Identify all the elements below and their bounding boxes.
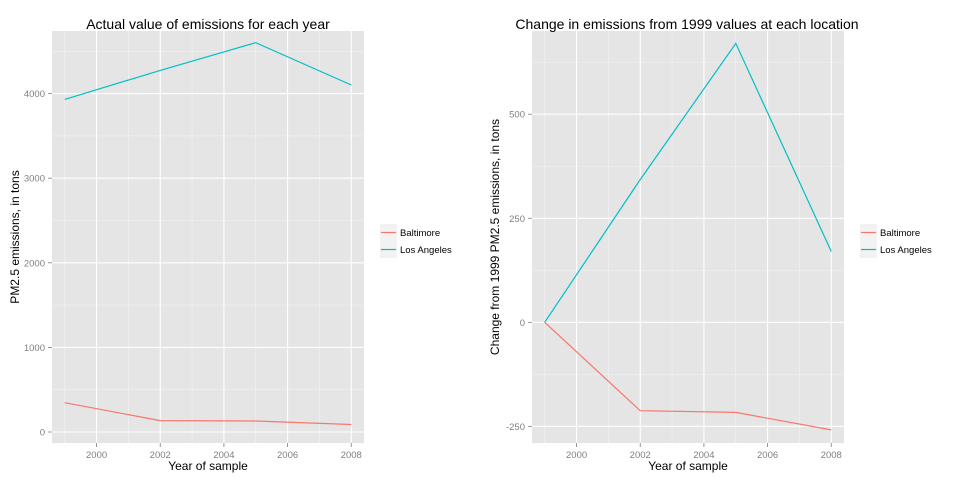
x-tick-label: 2000 bbox=[86, 450, 107, 461]
legend-label: Los Angeles bbox=[400, 245, 452, 256]
x-tick-label: 2008 bbox=[341, 450, 362, 461]
x-tick-label: 2004 bbox=[213, 450, 234, 461]
y-tick-label: 0 bbox=[520, 318, 525, 329]
series-line-los-angeles bbox=[64, 42, 352, 100]
x-tick-label: 2006 bbox=[277, 450, 298, 461]
y-tick-label: 4000 bbox=[24, 89, 45, 100]
chart-title: Actual value of emissions for each year bbox=[86, 16, 330, 32]
x-tick-label: 2004 bbox=[693, 450, 714, 461]
y-axis-title: Change from 1999 PM2.5 emissions, in ton… bbox=[488, 119, 502, 355]
x-tick-label: 2000 bbox=[566, 450, 587, 461]
legend: Baltimore Los Angeles bbox=[860, 224, 932, 258]
legend-label: Baltimore bbox=[400, 228, 440, 239]
legend: Baltimore Los Angeles bbox=[380, 224, 452, 258]
x-tick-label: 2002 bbox=[150, 450, 171, 461]
series-line-los-angeles bbox=[544, 42, 832, 323]
chart-title: Change in emissions from 1999 values at … bbox=[515, 16, 858, 32]
x-axis-title: Year of sample bbox=[168, 459, 248, 473]
y-tick-label: 250 bbox=[509, 214, 525, 225]
y-tick-label: 500 bbox=[509, 110, 525, 121]
series-line-baltimore bbox=[544, 321, 832, 431]
y-axis-title: PM2.5 emissions, in tons bbox=[8, 170, 22, 303]
x-tick-label: 2006 bbox=[757, 450, 778, 461]
y-tick-label: 3000 bbox=[24, 174, 45, 185]
y-tick-label: -250 bbox=[506, 422, 525, 433]
x-axis-title: Year of sample bbox=[648, 459, 728, 473]
y-tick-label: 2000 bbox=[24, 258, 45, 269]
legend-label: Los Angeles bbox=[880, 245, 932, 256]
y-tick-label: 0 bbox=[40, 428, 45, 439]
chart-panel-1: 2000 2002 2004 2006 2008 0 1000 2000 3000 4000 Act… bbox=[8, 16, 452, 473]
y-tick-label: 1000 bbox=[24, 343, 45, 354]
series-line-baltimore bbox=[64, 402, 352, 426]
x-tick-label: 2008 bbox=[821, 450, 842, 461]
plot-background bbox=[532, 31, 844, 443]
legend-label: Baltimore bbox=[880, 228, 920, 239]
x-tick-label: 2002 bbox=[630, 450, 651, 461]
plot-background bbox=[52, 31, 364, 443]
chart-panel-2: 2000 2002 2004 2006 2008 -250 0 250 500 Change in… bbox=[488, 16, 932, 473]
